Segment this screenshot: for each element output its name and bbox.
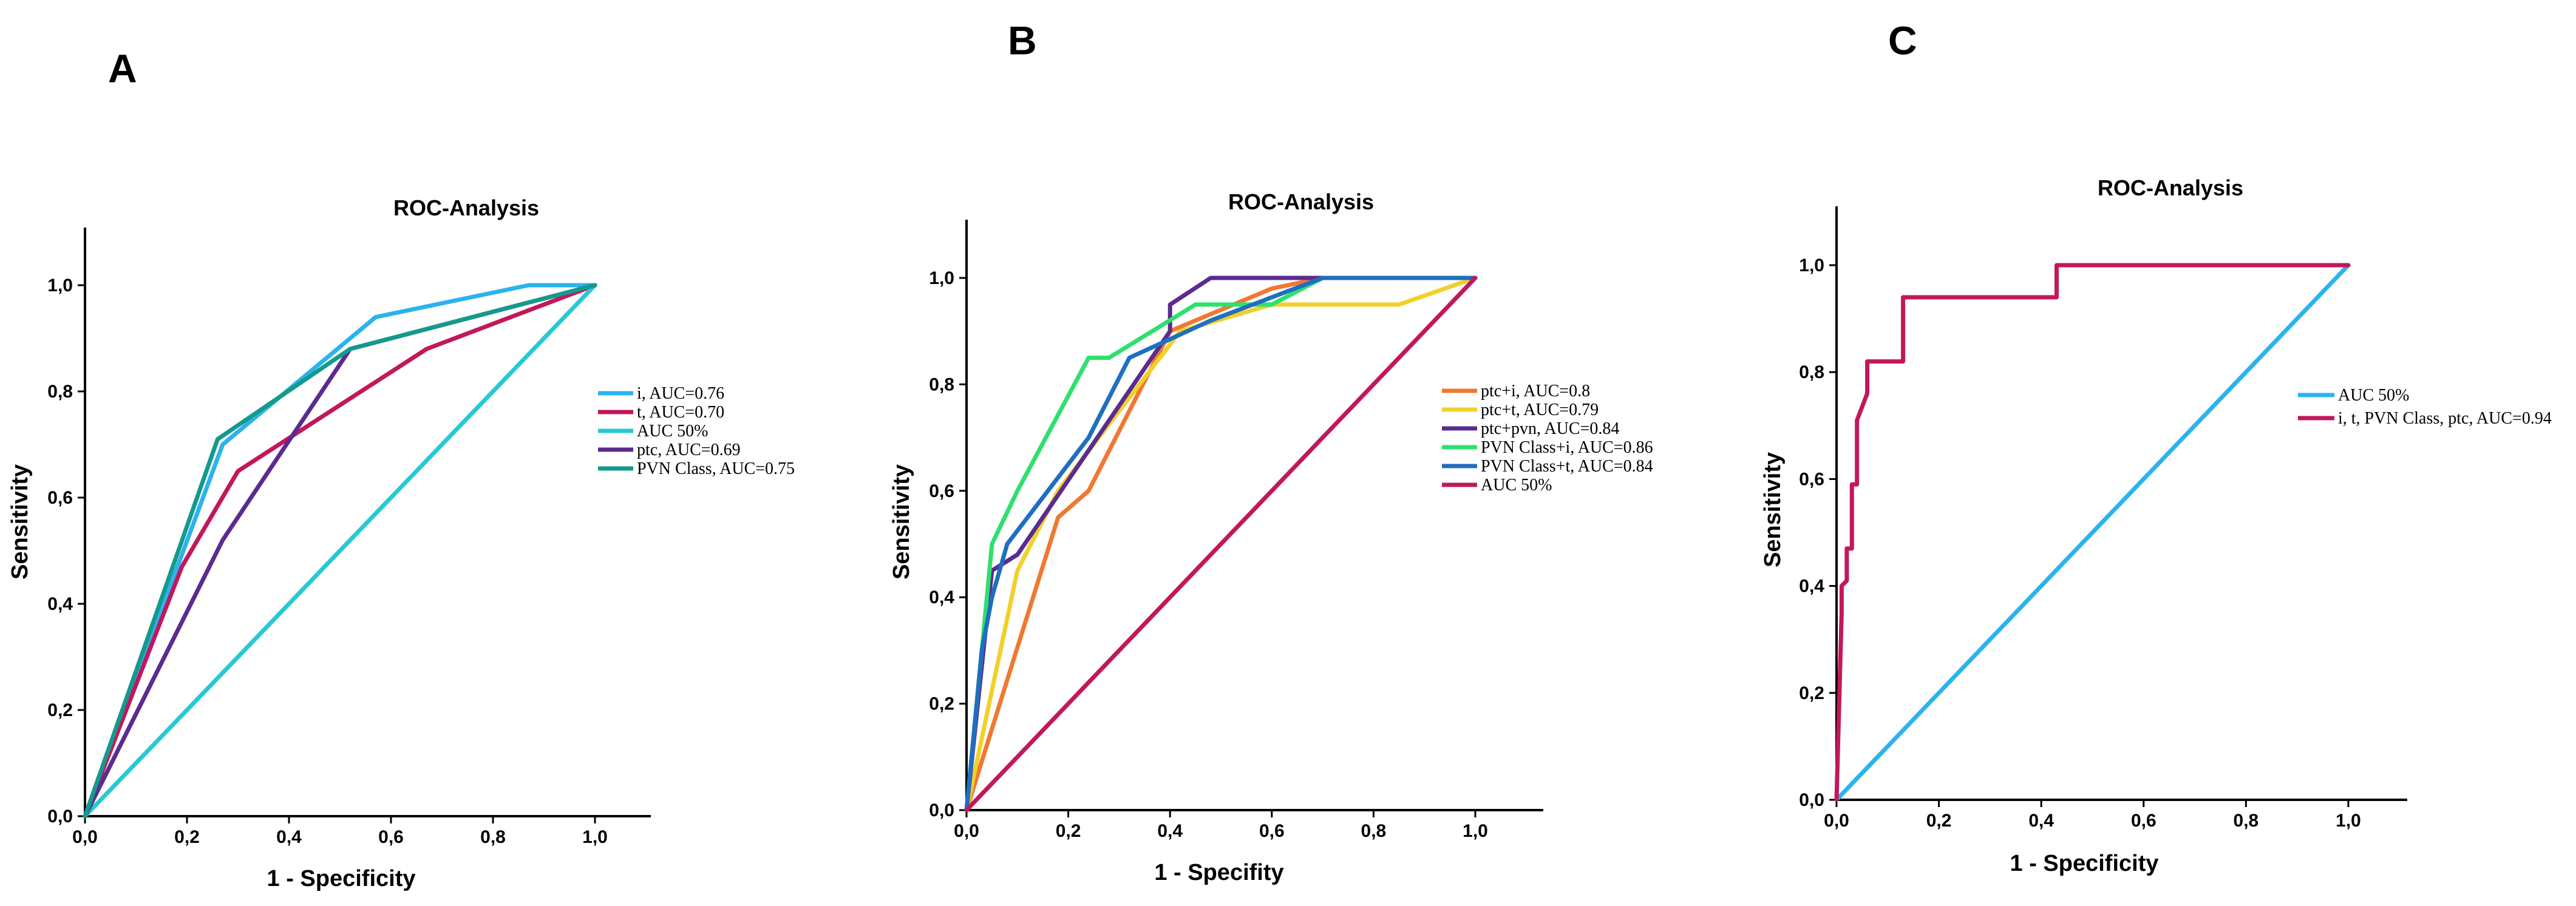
x-tick-label: 0,8 xyxy=(480,827,506,847)
legend-entry-label: AUC 50% xyxy=(2338,386,2409,405)
y-tick-label: 0,6 xyxy=(1799,469,1824,489)
x-axis-label: 1 - Specificity xyxy=(2010,851,2159,876)
legend-entry-label: t, AUC=0.70 xyxy=(637,403,724,422)
x-tick-label: 0,0 xyxy=(72,827,98,847)
legend-entry-label: AUC 50% xyxy=(637,422,708,441)
roc-curve-series-5 xyxy=(964,276,1478,813)
y-tick-label: 1,0 xyxy=(1799,255,1824,276)
x-tick-label: 0,4 xyxy=(1157,821,1183,841)
chart-title: ROC-Analysis xyxy=(2098,175,2243,200)
panel-a: A ROC-Analysis 0,0 0,2 0,4 0,6 0,8 1,0 0,0 0,2 0,4… xyxy=(7,46,795,891)
x-axis-label: 1 - Specificity xyxy=(267,866,416,891)
y-tick-label: 0,2 xyxy=(47,700,73,720)
chart-title: ROC-Analysis xyxy=(1228,189,1374,214)
roc-curve-series-6 xyxy=(964,276,1478,813)
panel-letter: A xyxy=(108,46,137,90)
x-tick-label: 1,0 xyxy=(582,827,608,847)
y-axis-label: Sensitivity xyxy=(1760,452,1786,567)
x-tick-label: 0,6 xyxy=(1259,821,1285,841)
y-tick-label: 0,0 xyxy=(1799,790,1824,810)
x-tick-label: 0,0 xyxy=(954,821,979,841)
legend-entry-label: i, AUC=0.76 xyxy=(637,384,724,403)
panel-letter: B xyxy=(1008,18,1037,63)
roc-curve-series-2 xyxy=(83,283,597,819)
legend-entry-label: PVN Class+i, AUC=0.86 xyxy=(1481,438,1653,457)
legend-entry-label: AUC 50% xyxy=(1481,476,1552,495)
roc-curve-series-3 xyxy=(964,276,1478,813)
y-axis-label: Sensitivity xyxy=(7,464,33,580)
roc-curve-series-2 xyxy=(964,276,1478,813)
x-tick-label: 0,2 xyxy=(1056,821,1081,841)
y-tick-label: 0,4 xyxy=(1799,576,1824,597)
x-tick-label: 0,6 xyxy=(378,827,404,847)
panel-letter: C xyxy=(1888,18,1917,63)
roc-curve-series-1 xyxy=(1834,263,2351,802)
legend-entry-label: ptc, AUC=0.69 xyxy=(637,441,741,459)
x-tick-label: 0,4 xyxy=(2028,811,2054,831)
y-tick-label: 1,0 xyxy=(47,276,73,296)
legend-entry-label: PVN Class, AUC=0.75 xyxy=(637,459,795,478)
panel-c: C ROC-Analysis 0,0 0,2 0,4 0,6 0,8 1,0 0,0 0,2 0,4… xyxy=(1760,18,2552,876)
y-tick-label: 0,8 xyxy=(47,382,73,402)
legend-entry-label: ptc+t, AUC=0.79 xyxy=(1481,401,1599,419)
y-tick-label: 1,0 xyxy=(929,268,954,288)
y-tick-label: 0,8 xyxy=(1799,362,1824,382)
x-tick-label: 0,6 xyxy=(2131,811,2156,831)
y-tick-label: 0,2 xyxy=(929,694,954,714)
roc-curve-series-4 xyxy=(964,276,1478,813)
legend-entry-label: ptc+pvn, AUC=0.84 xyxy=(1481,419,1619,438)
x-tick-label: 0,4 xyxy=(276,827,302,847)
legend-entry-label: ptc+i, AUC=0.8 xyxy=(1481,382,1590,401)
x-tick-label: 0,8 xyxy=(2234,811,2259,831)
x-tick-label: 1,0 xyxy=(2336,811,2361,831)
legend-entry-label: PVN Class+t, AUC=0.84 xyxy=(1481,457,1653,476)
x-tick-label: 1,0 xyxy=(1463,821,1488,841)
y-tick-label: 0,2 xyxy=(1799,683,1824,703)
y-tick-label: 0,0 xyxy=(929,800,954,820)
roc-curve-series-3 xyxy=(83,283,597,819)
y-axis-label: Sensitivity xyxy=(889,464,914,580)
roc-curve-series-5 xyxy=(83,283,597,819)
y-tick-label: 0,6 xyxy=(929,481,954,501)
legend: AUC 50% i, t, PVN Class, ptc, AUC=0.94 xyxy=(2298,386,2552,428)
x-tick-label: 0,0 xyxy=(1824,811,1849,831)
chart-title: ROC-Analysis xyxy=(393,195,539,220)
y-tick-label: 0,8 xyxy=(929,374,954,394)
roc-curve-series-1 xyxy=(83,283,597,819)
x-tick-label: 0,8 xyxy=(1361,821,1387,841)
roc-curve-series-2 xyxy=(1834,263,2351,802)
y-tick-label: 0,6 xyxy=(47,488,73,508)
x-tick-label: 0,2 xyxy=(174,827,200,847)
y-tick-label: 0,0 xyxy=(47,806,73,827)
y-tick-label: 0,4 xyxy=(929,587,954,607)
panel-b: B ROC-Analysis 0,0 0,2 0,4 0,6 0,8 1,0 0,0 0,2 0,4… xyxy=(889,18,1653,885)
x-axis-label: 1 - Specifity xyxy=(1154,860,1283,885)
x-tick-label: 0,2 xyxy=(1926,811,1952,831)
legend-entry-label: i, t, PVN Class, ptc, AUC=0.94 xyxy=(2338,409,2552,428)
y-tick-label: 0,4 xyxy=(47,594,73,614)
